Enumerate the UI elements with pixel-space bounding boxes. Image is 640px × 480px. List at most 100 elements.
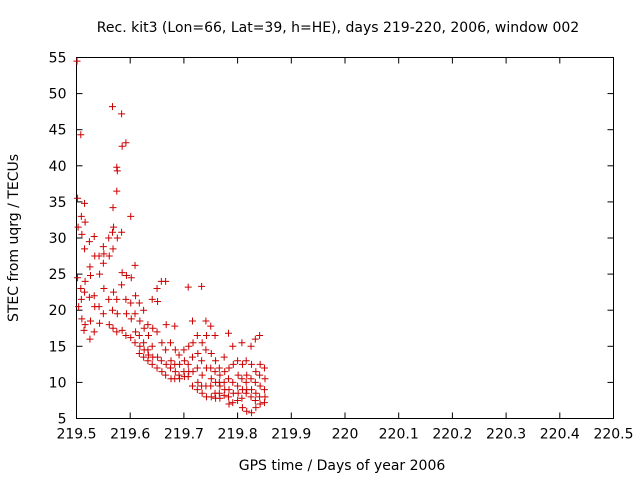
data-point: [212, 357, 220, 365]
data-point: [77, 295, 85, 303]
data-point: [158, 339, 166, 347]
data-point: [207, 382, 215, 390]
data-point: [248, 409, 256, 417]
data-point: [85, 238, 93, 246]
data-point: [148, 295, 156, 303]
data-point: [95, 252, 103, 260]
data-point: [207, 375, 215, 383]
data-point: [118, 110, 126, 118]
data-point: [188, 317, 196, 325]
data-point: [77, 131, 85, 139]
data-point: [234, 396, 242, 404]
data-point: [108, 228, 116, 236]
data-point: [78, 315, 86, 323]
data-point: [215, 389, 223, 397]
data-point: [96, 270, 104, 278]
data-point: [176, 360, 184, 368]
data-point: [105, 234, 113, 242]
data-point: [194, 378, 202, 386]
data-point: [140, 339, 148, 347]
y-axis: 5 10 15 20 25 30 35 40 45 50 55: [49, 51, 614, 428]
data-point: [171, 322, 179, 330]
data-point: [211, 331, 219, 339]
x-tick-label: 219.7: [164, 427, 204, 443]
data-point: [198, 389, 206, 397]
data-point: [74, 223, 82, 231]
data-point: [77, 212, 85, 220]
data-point: [252, 389, 260, 397]
data-point: [256, 360, 264, 368]
data-point: [184, 283, 192, 291]
y-tick-label: 55: [49, 51, 67, 67]
data-point: [131, 339, 139, 347]
data-point: [221, 368, 229, 376]
data-point: [118, 281, 126, 289]
data-point: [113, 328, 121, 336]
data-point: [154, 298, 162, 306]
data-point: [113, 187, 121, 195]
y-axis-label: STEC from uqrg / TECUs: [6, 154, 22, 322]
data-point: [110, 288, 118, 296]
data-point: [80, 326, 88, 334]
x-tick-label: 220.2: [432, 427, 472, 443]
data-point: [154, 353, 162, 361]
data-point: [171, 346, 179, 354]
y-tick-label: 20: [49, 303, 67, 319]
data-point: [251, 335, 259, 343]
data-point: [242, 357, 250, 365]
data-point: [242, 378, 250, 386]
data-point: [122, 272, 130, 280]
data-point: [243, 407, 251, 415]
data-point: [86, 335, 94, 343]
data-point: [127, 212, 135, 220]
data-point: [81, 218, 89, 226]
data-point: [238, 404, 246, 412]
data-point: [109, 245, 117, 253]
data-point: [256, 331, 264, 339]
data-point: [122, 139, 130, 147]
x-axis: 219.5 219.6 219.7 219.8 219.9 220 220.1 220.2 22…: [56, 57, 634, 443]
data-point: [100, 285, 108, 293]
data-point: [198, 282, 206, 290]
data-point: [175, 371, 183, 379]
data-point: [131, 261, 139, 269]
data-point: [113, 234, 121, 242]
data-point: [260, 386, 268, 394]
data-point: [225, 386, 233, 394]
data-point: [86, 263, 94, 271]
data-point: [216, 394, 224, 402]
data-point: [202, 317, 210, 325]
data-point: [224, 375, 232, 383]
data-point: [248, 386, 256, 394]
data-point: [99, 310, 107, 318]
y-tick-label: 10: [49, 375, 67, 391]
data-point: [247, 375, 255, 383]
data-point: [202, 346, 210, 354]
data-point: [238, 375, 246, 383]
y-tick-label: 25: [49, 267, 67, 283]
data-point: [193, 386, 201, 394]
data-point: [81, 277, 89, 285]
data-point: [135, 299, 143, 307]
data-point: [144, 321, 152, 329]
data-point: [184, 360, 192, 368]
data-point: [261, 375, 269, 383]
data-point: [95, 303, 103, 311]
data-point: [251, 378, 259, 386]
data-point: [131, 310, 139, 318]
data-point: [109, 324, 117, 332]
data-point: [176, 375, 184, 383]
data-point: [127, 274, 135, 282]
data-point: [180, 346, 188, 354]
data-point: [251, 396, 259, 404]
data-point: [189, 368, 197, 376]
data-point: [122, 295, 130, 303]
data-point: [175, 351, 183, 359]
data-point: [99, 243, 107, 251]
data-point: [81, 321, 89, 329]
data-point: [90, 328, 98, 336]
y-tick-label: 15: [49, 339, 67, 355]
data-point: [229, 342, 237, 350]
data-point: [247, 393, 255, 401]
data-point: [148, 360, 156, 368]
